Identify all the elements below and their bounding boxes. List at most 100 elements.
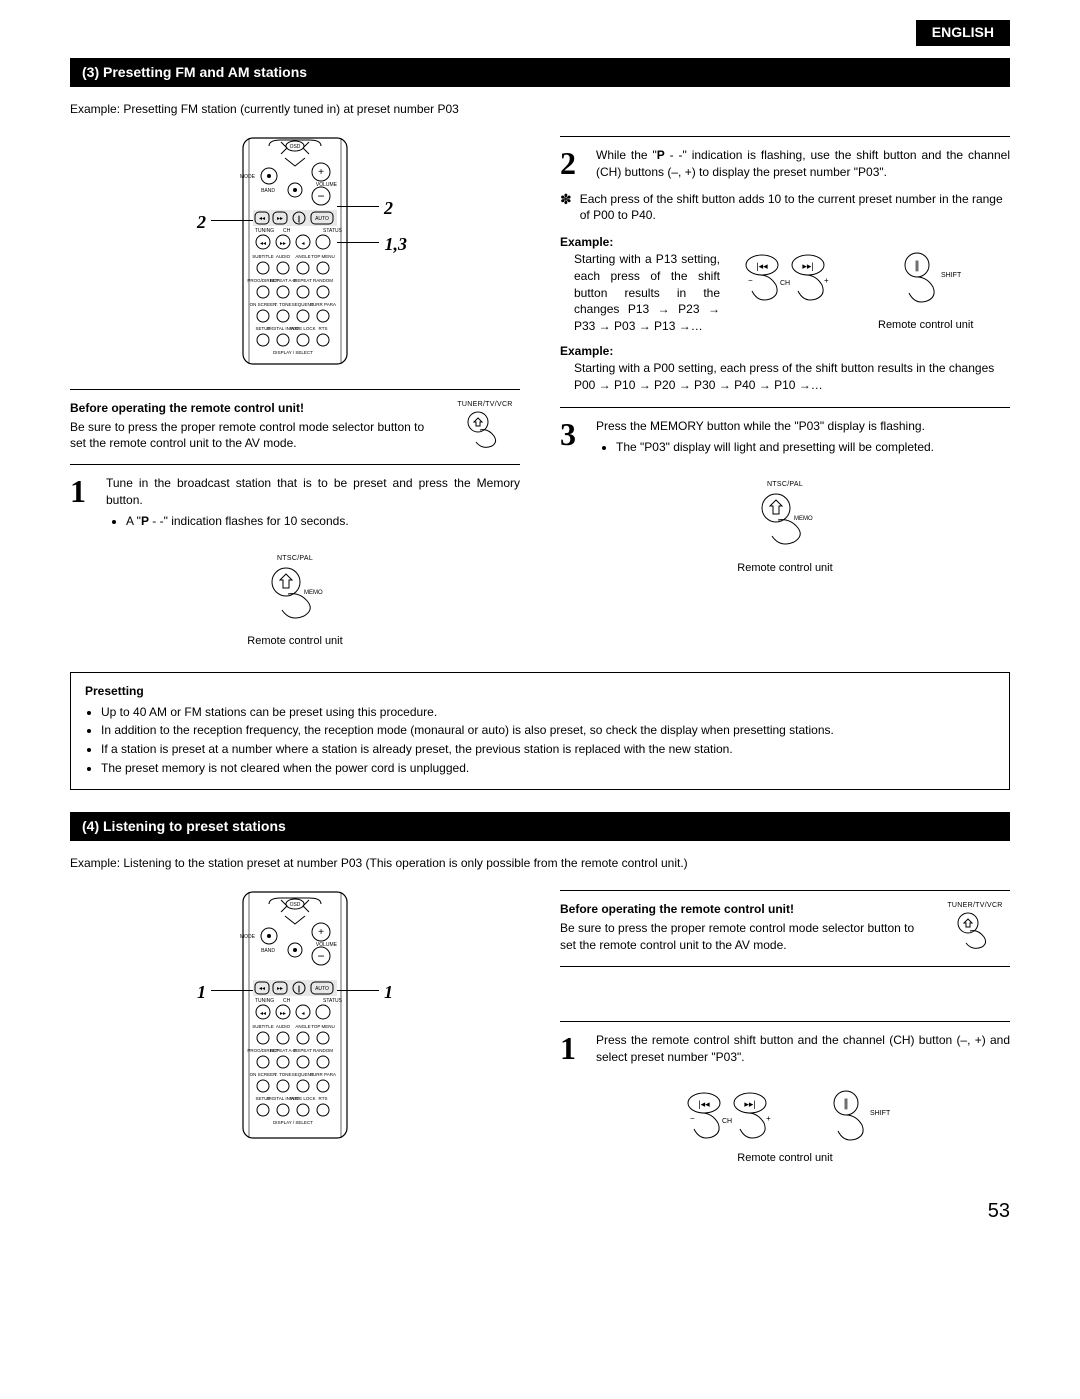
svg-text:AUDIO: AUDIO — [276, 254, 291, 259]
svg-text:+: + — [318, 167, 324, 178]
svg-text:CH: CH — [722, 1118, 732, 1125]
svg-text:MODE: MODE — [240, 934, 256, 940]
svg-text:◂: ◂ — [301, 241, 304, 247]
svg-text:AUTO: AUTO — [315, 216, 329, 222]
svg-text:+: + — [318, 927, 324, 938]
selector-label-2: TUNER/TV/VCR — [940, 901, 1010, 911]
svg-text:ANGLE: ANGLE — [295, 254, 310, 259]
svg-text:SHIFT: SHIFT — [870, 1110, 890, 1117]
svg-text:CH: CH — [283, 228, 291, 234]
svg-text:BAND: BAND — [261, 188, 275, 194]
memo-button-press-icon-2: MEMO — [750, 490, 820, 550]
svg-text:−: − — [317, 189, 324, 203]
remote-svg-icon: OSD MODE + VOLUME BAND − ◂◂ ▸▸ ∥ AUTO — [225, 136, 365, 366]
sec4-buttons-caption: Remote control unit — [560, 1151, 1010, 1166]
hand-press-selector-icon — [460, 410, 510, 450]
step-3-row: 3 Press the MEMORY button while the "P03… — [560, 418, 1010, 456]
svg-text:◂◂: ◂◂ — [260, 241, 266, 247]
remote-illustration-1: 2 2 1,3 OSD — [225, 136, 365, 366]
svg-text:∥: ∥ — [843, 1098, 849, 1110]
svg-text:SUBTITLE: SUBTITLE — [252, 254, 274, 259]
selector-label-1: TUNER/TV/VCR — [450, 400, 520, 410]
svg-text:MEMO: MEMO — [794, 516, 813, 522]
example-2-label: Example: — [560, 343, 1010, 360]
warn-body-2: Be sure to press the proper remote contr… — [560, 920, 926, 954]
step-2-number: 2 — [560, 147, 584, 179]
svg-text:STATUS: STATUS — [323, 998, 343, 1004]
example-2-body: Starting with a P00 setting, each press … — [560, 360, 1010, 394]
shift-button-icon: ∥ SHIFT — [891, 251, 961, 307]
svg-text:RANDOM: RANDOM — [313, 1048, 333, 1053]
svg-text:▸▸: ▸▸ — [277, 986, 283, 992]
svg-text:RTS: RTS — [319, 1096, 328, 1101]
step1-caption: Remote control unit — [70, 634, 520, 649]
svg-text:−: − — [690, 1114, 695, 1123]
svg-text:TUNING: TUNING — [255, 998, 274, 1004]
svg-text:▸▸: ▸▸ — [280, 241, 286, 247]
sec4-step-1-body: Press the remote control shift button an… — [596, 1032, 1010, 1066]
svg-text:MEMO: MEMO — [304, 590, 323, 596]
ch-buttons-icon: |◂◂ ▸▸| −CH+ — [738, 251, 848, 307]
svg-text:CH: CH — [283, 998, 291, 1004]
svg-text:▸▸: ▸▸ — [277, 216, 283, 222]
step-2-row: 2 While the "P - -" indication is flashi… — [560, 147, 1010, 181]
svg-text:◂◂: ◂◂ — [259, 216, 265, 222]
remote-illustration-2: 1 1 OSD MODE + VOLUME BAND − — [225, 890, 365, 1140]
preset-item: In addition to the reception frequency, … — [101, 722, 995, 739]
svg-text:OSD: OSD — [290, 902, 301, 908]
svg-text:T. TONE: T. TONE — [274, 302, 291, 307]
svg-text:TOP MENU: TOP MENU — [311, 1024, 335, 1029]
example-1-label: Example: — [560, 234, 1010, 251]
language-badge: ENGLISH — [916, 20, 1010, 46]
svg-text:DISPLAY / SELECT: DISPLAY / SELECT — [273, 1120, 313, 1125]
svg-text:SUBTITLE: SUBTITLE — [252, 1024, 274, 1029]
section-3-right: 2 While the "P - -" indication is flashi… — [560, 136, 1010, 650]
shift-button-icon-2: ∥ SHIFT — [820, 1089, 890, 1145]
callout-right-2: 1 — [384, 980, 393, 1005]
svg-text:∥: ∥ — [914, 260, 920, 272]
warn-body-1: Be sure to press the proper remote contr… — [70, 419, 436, 453]
svg-text:REPEAT: REPEAT — [294, 278, 312, 283]
step-3-bullet: The "P03" display will light and presett… — [616, 439, 1010, 456]
asterisk-icon: ✽ — [560, 191, 572, 225]
step-3-body: Press the MEMORY button while the "P03" … — [596, 419, 925, 433]
step2-caption: Remote control unit — [878, 318, 973, 333]
svg-text:REPEAT A-B: REPEAT A-B — [270, 1048, 296, 1053]
svg-text:∥: ∥ — [297, 215, 301, 223]
preset-item: Up to 40 AM or FM stations can be preset… — [101, 704, 995, 721]
svg-text:+: + — [766, 1114, 771, 1123]
svg-text:REPEAT A-B: REPEAT A-B — [270, 278, 296, 283]
svg-text:BAND: BAND — [261, 948, 275, 954]
svg-text:ON SCREEN: ON SCREEN — [250, 1072, 277, 1077]
svg-text:◂◂: ◂◂ — [259, 986, 265, 992]
sec4-step-1-row: 1 Press the remote control shift button … — [560, 1032, 1010, 1066]
section-4-columns: 1 1 OSD MODE + VOLUME BAND − — [70, 890, 1010, 1167]
svg-text:OSD: OSD — [290, 144, 301, 150]
step-1-number: 1 — [70, 475, 94, 507]
language-header: ENGLISH — [70, 20, 1010, 46]
section-3-left: 2 2 1,3 OSD — [70, 136, 520, 650]
step-1-row: 1 Tune in the broadcast station that is … — [70, 475, 520, 529]
svg-text:|◂◂: |◂◂ — [698, 1099, 710, 1109]
step-1-body: Tune in the broadcast station that is to… — [106, 476, 520, 507]
svg-text:WIDE LOCK: WIDE LOCK — [290, 1096, 315, 1101]
svg-text:▸▸|: ▸▸| — [744, 1099, 755, 1109]
warn-title-1: Before operating the remote control unit… — [70, 400, 436, 417]
callout-left-2: 1 — [197, 980, 206, 1005]
svg-text:−: − — [748, 276, 753, 285]
section-3-example-line: Example: Presetting FM station (currentl… — [70, 101, 1010, 118]
svg-text:SHIFT: SHIFT — [941, 272, 961, 279]
step-2-note: Each press of the shift button adds 10 t… — [580, 191, 1010, 225]
preset-item: If a station is preset at a number where… — [101, 741, 995, 758]
svg-text:−: − — [317, 949, 324, 963]
remote-svg-icon-2: OSD MODE + VOLUME BAND − ◂◂ ▸▸ ∥ AUTO TU… — [225, 890, 365, 1140]
step-2-body: While the "P - -" indication is flashing… — [596, 148, 1010, 179]
callout-left: 2 — [197, 210, 206, 235]
presetting-box-title: Presetting — [85, 683, 995, 700]
svg-text:CH: CH — [780, 280, 790, 287]
section-4-header: (4) Listening to preset stations — [70, 812, 1010, 842]
presetting-box: Presetting Up to 40 AM or FM stations ca… — [70, 672, 1010, 790]
svg-text:TUNING: TUNING — [255, 228, 274, 234]
svg-text:AUTO: AUTO — [315, 986, 329, 992]
svg-text:▸▸|: ▸▸| — [802, 261, 813, 271]
